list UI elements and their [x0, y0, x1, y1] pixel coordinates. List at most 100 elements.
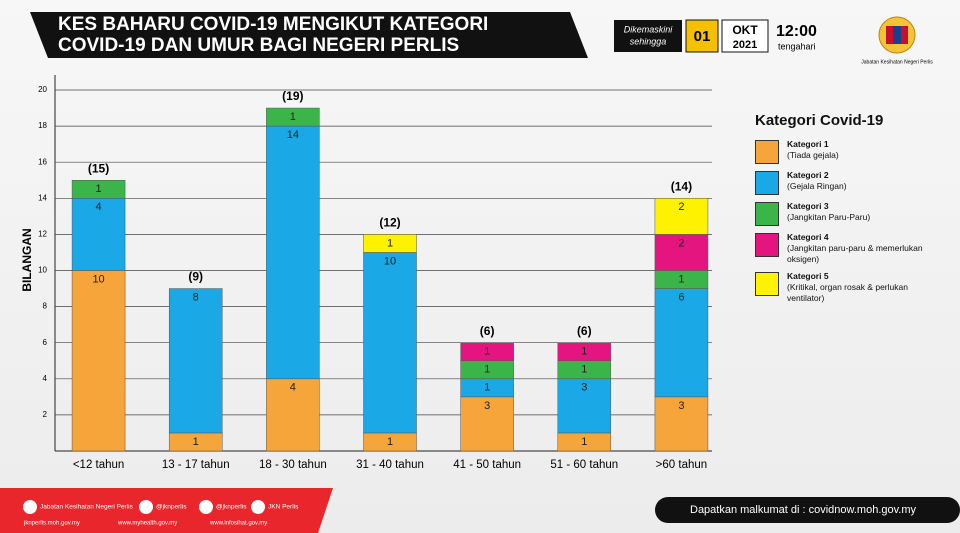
x-tick-label: 51 - 60 tahun: [550, 459, 618, 471]
legend: Kategori Covid-19 Kategori 1 (Tiada gejal…: [755, 112, 955, 310]
bar-segment: [71, 180, 126, 199]
icon: [139, 500, 153, 514]
y-tick-label: 8: [43, 302, 48, 311]
x-tick-label: >60 tahun: [656, 459, 707, 471]
legend-item: Kategori 4 (Jangkitan paru-paru & memerlu…: [755, 232, 955, 265]
footer-text: www.myhealth.gov.my: [117, 521, 177, 527]
value-label: 1: [484, 382, 490, 394]
value-label: 3: [484, 400, 490, 412]
total-label: (15): [88, 161, 109, 175]
month: OKT: [732, 23, 758, 37]
legend-text: Kategori 3 (Jangkitan Paru-Paru): [787, 201, 927, 223]
footer-text: @jknperlis: [156, 504, 187, 511]
info: Dapatkan malkumat di : covidnow.moh.gov.…: [690, 504, 917, 516]
legend-description: (Kritikal, organ rosak & perlukan ventil…: [787, 282, 908, 303]
legend-title: Kategori Covid-19: [755, 112, 884, 129]
value-label: 1: [581, 346, 587, 358]
icon: [199, 500, 213, 514]
x-tick-label: <12 tahun: [73, 459, 124, 471]
y-tick-label: 20: [38, 85, 47, 94]
value-label: 1: [581, 364, 587, 376]
info-pill: [655, 497, 960, 523]
title: KES BAHARU COVID-19 MENGIKUT KATEGORI: [58, 14, 488, 35]
updated: sehingga: [630, 36, 667, 46]
value-label: 2: [678, 237, 684, 249]
bar-segment: [460, 396, 514, 452]
icon: [251, 500, 265, 514]
total-label: (12): [379, 216, 400, 230]
x-tick-label: 31 - 40 tahun: [356, 459, 424, 471]
value-label: 1: [290, 111, 296, 123]
agency: Jabatan Kesihatan Negeri Perlis: [861, 59, 933, 65]
legend-name: Kategori 4: [787, 232, 829, 242]
value-label: 1: [387, 237, 393, 249]
footer-text: Jabatan Kesihatan Negeri Perlis: [40, 504, 134, 511]
legend-swatch: [755, 171, 779, 195]
value-label: 3: [678, 400, 684, 412]
legend-name: Kategori 1: [787, 139, 829, 149]
value-label: 2: [678, 201, 684, 213]
bar-segment: [363, 234, 417, 253]
value-label: 10: [384, 255, 396, 267]
value-label: 1: [193, 436, 199, 448]
legend-description: (Jangkitan Paru-Paru): [787, 212, 871, 222]
value-label: 1: [484, 346, 490, 358]
y-tick-label: 10: [38, 266, 47, 275]
footer-text: JKN Perlis: [268, 504, 299, 511]
bar-segment: [266, 107, 320, 127]
bar-segment: [71, 198, 126, 271]
bar-segment: [460, 342, 514, 362]
value-label: 1: [387, 436, 393, 448]
value-label: 3: [581, 382, 587, 394]
x-tick-label: 41 - 50 tahun: [453, 459, 521, 471]
bar-segment: [266, 125, 320, 380]
year: 2021: [733, 39, 757, 51]
day-box: [685, 19, 719, 53]
bar-segment: [266, 378, 320, 452]
time: 12:00: [776, 23, 817, 40]
y-tick-label: 18: [38, 121, 47, 130]
legend-swatch: [755, 202, 779, 226]
value-label: 8: [193, 291, 199, 303]
legend-description: (Gejala Ringan): [787, 181, 847, 191]
title: COVID-19 DAN UMUR BAGI NEGERI PERLIS: [58, 35, 459, 56]
total-label: (6): [577, 324, 592, 338]
footer-banner: [0, 488, 333, 533]
updated: Dikemaskini: [624, 24, 674, 34]
legend-text: Kategori 5 (Kritikal, organ rosak & perlu…: [787, 271, 927, 304]
legend-text: Kategori 1 (Tiada gejala): [787, 139, 927, 161]
y-tick-label: 12: [38, 230, 47, 239]
bar-segment: [168, 288, 223, 434]
footer-text: @jknperlis: [216, 504, 247, 511]
x-tick-label: 18 - 30 tahun: [259, 459, 327, 471]
value-label: 1: [581, 436, 587, 448]
y-tick-label: 6: [43, 338, 48, 347]
legend-item: Kategori 2 (Gejala Ringan): [755, 170, 955, 195]
value-label: 10: [92, 273, 104, 285]
value-label: 4: [96, 201, 102, 213]
legend-item: Kategori 5 (Kritikal, organ rosak & perlu…: [755, 271, 955, 304]
legend-description: (Tiada gejala): [787, 150, 839, 160]
time-note: tengahari: [778, 41, 816, 51]
legend-name: Kategori 5: [787, 271, 829, 281]
bar-segment: [363, 252, 417, 434]
value-label: 1: [96, 183, 102, 195]
legend-swatch: [755, 140, 779, 164]
value-label: 14: [287, 129, 299, 141]
total-label: (19): [282, 89, 303, 103]
footer-text: www.infosihat.gov.my: [209, 521, 267, 527]
legend-name: Kategori 3: [787, 201, 829, 211]
legend-swatch: [755, 233, 779, 257]
legend-item: Kategori 1 (Tiada gejala): [755, 139, 955, 164]
x-tick-label: 13 - 17 tahun: [162, 459, 230, 471]
bar-segment: [654, 234, 709, 271]
legend-swatch: [755, 272, 779, 296]
updated-box: [614, 20, 682, 52]
total-label: (14): [671, 179, 692, 193]
icon: [23, 500, 37, 514]
footer-text: jknperlis.moh.gov.my: [23, 521, 80, 527]
bar-segment: [71, 270, 126, 452]
y-tick-label: 16: [38, 157, 47, 166]
legend-text: Kategori 4 (Jangkitan paru-paru & memerlu…: [787, 232, 927, 265]
